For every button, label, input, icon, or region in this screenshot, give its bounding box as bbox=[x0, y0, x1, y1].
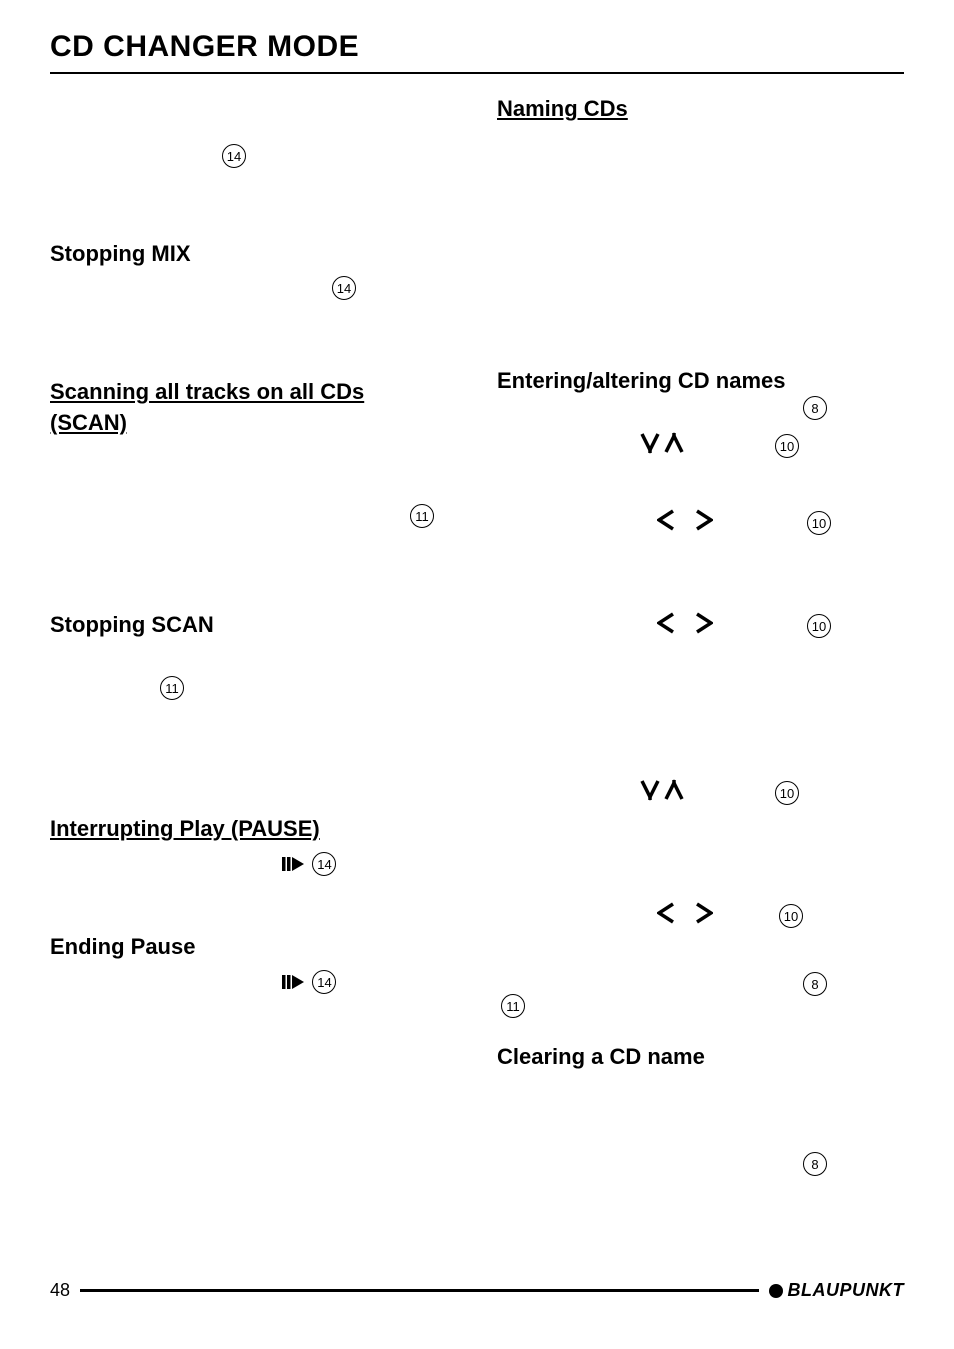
ref-11-icon: 11 bbox=[160, 676, 184, 700]
ref-10-icon: 10 bbox=[807, 614, 831, 638]
ref-14-icon: 14 bbox=[312, 970, 336, 994]
ref-10-icon: 10 bbox=[775, 781, 799, 805]
page-title: CD CHANGER MODE bbox=[50, 30, 904, 74]
ending-pause-heading: Ending Pause bbox=[50, 932, 195, 963]
ref-10-icon: 10 bbox=[775, 434, 799, 458]
scanning-heading: Scanning all tracks on all CDs (SCAN) bbox=[50, 377, 364, 439]
scanning-heading-line2: (SCAN) bbox=[50, 410, 127, 435]
left-right-arrows-icon bbox=[657, 902, 713, 924]
ref-14-icon: 14 bbox=[332, 276, 356, 300]
ref-8-icon: 8 bbox=[803, 396, 827, 420]
brand-text: BLAUPUNKT bbox=[788, 1280, 905, 1301]
naming-cds-heading: Naming CDs bbox=[497, 94, 628, 125]
content-columns: 14 Stopping MIX 14 Scanning all tracks o… bbox=[50, 94, 904, 1194]
clearing-cd-heading: Clearing a CD name bbox=[497, 1042, 705, 1073]
play-ref-row: 14 bbox=[282, 852, 336, 876]
page-footer: 48 BLAUPUNKT bbox=[50, 1280, 904, 1301]
play-ref-row: 14 bbox=[282, 970, 336, 994]
ref-10-icon: 10 bbox=[779, 904, 803, 928]
brand-logo: BLAUPUNKT bbox=[769, 1280, 905, 1301]
ref-11-icon: 11 bbox=[501, 994, 525, 1018]
stopping-mix-heading: Stopping MIX bbox=[50, 239, 191, 270]
left-right-arrows-icon bbox=[657, 612, 713, 634]
page-number: 48 bbox=[50, 1280, 70, 1301]
left-right-arrows-icon bbox=[657, 509, 713, 531]
ref-14-icon: 14 bbox=[312, 852, 336, 876]
interrupting-play-heading: Interrupting Play (PAUSE) bbox=[50, 814, 320, 845]
play-pause-icon bbox=[282, 974, 304, 990]
scanning-heading-line1: Scanning all tracks on all CDs bbox=[50, 379, 364, 404]
ref-11-icon: 11 bbox=[410, 504, 434, 528]
ref-10-icon: 10 bbox=[807, 511, 831, 535]
right-column: Naming CDs Entering/altering CD names 8 … bbox=[477, 94, 904, 1194]
down-up-arrows-icon bbox=[640, 779, 684, 801]
ref-8-icon: 8 bbox=[803, 1152, 827, 1176]
left-column: 14 Stopping MIX 14 Scanning all tracks o… bbox=[50, 94, 477, 1194]
stopping-scan-heading: Stopping SCAN bbox=[50, 610, 214, 641]
footer-divider bbox=[80, 1289, 758, 1292]
entering-altering-heading: Entering/altering CD names bbox=[497, 366, 786, 397]
brand-dot-icon bbox=[769, 1284, 783, 1298]
play-pause-icon bbox=[282, 856, 304, 872]
down-up-arrows-icon bbox=[640, 432, 684, 454]
ref-8-icon: 8 bbox=[803, 972, 827, 996]
ref-14-icon: 14 bbox=[222, 144, 246, 168]
